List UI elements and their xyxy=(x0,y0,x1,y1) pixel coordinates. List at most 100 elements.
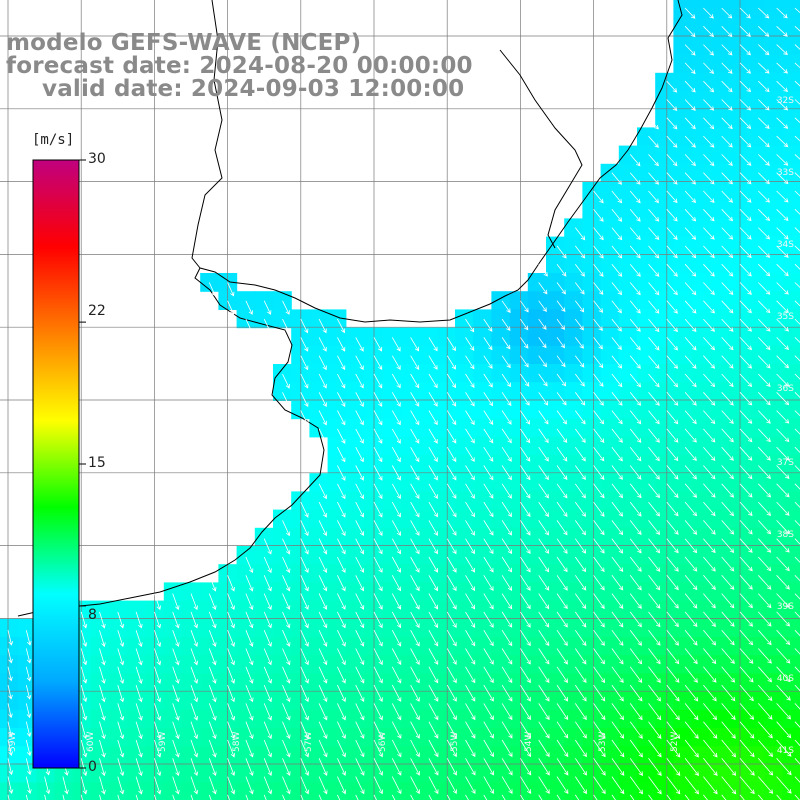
wind-arrow xyxy=(776,428,790,443)
wind-arrow xyxy=(520,428,531,444)
wind-arrow xyxy=(703,648,717,665)
wind-cell xyxy=(764,473,784,492)
wind-arrow xyxy=(611,355,623,369)
wind-arrow xyxy=(574,629,587,647)
wind-vectors xyxy=(7,7,800,800)
wind-arrow xyxy=(721,611,735,627)
wind-arrow xyxy=(465,721,476,739)
wind-arrow xyxy=(428,337,438,352)
wind-cell xyxy=(600,309,620,329)
wind-cell xyxy=(637,709,656,729)
wind-arrow xyxy=(794,611,800,618)
wind-arrow xyxy=(410,410,420,426)
wind-cell xyxy=(618,182,638,201)
wind-cell xyxy=(782,546,800,565)
wind-arrow xyxy=(556,776,569,794)
wind-arrow xyxy=(758,538,772,553)
wind-arrow xyxy=(318,483,328,500)
wind-cell xyxy=(728,91,747,110)
wind-cell xyxy=(109,600,128,620)
wind-cell xyxy=(746,400,765,420)
wind-cell xyxy=(509,473,529,492)
wind-arrow xyxy=(556,263,567,277)
wind-arrow xyxy=(80,739,88,758)
wind-cell xyxy=(145,655,165,674)
wind-cell xyxy=(746,436,765,456)
wind-arrow xyxy=(355,556,365,573)
wind-arrow xyxy=(501,337,511,350)
wind-arrow xyxy=(758,227,771,240)
wind-arrow xyxy=(446,501,457,518)
wind-arrow xyxy=(99,776,106,795)
wind-arrow xyxy=(355,666,365,684)
wind-arrow xyxy=(574,648,587,665)
wind-arrow xyxy=(776,483,790,498)
wind-arrow xyxy=(337,465,346,481)
wind-cell xyxy=(782,200,800,219)
wind-arrow xyxy=(684,62,696,75)
wind-cell xyxy=(455,637,474,656)
wind-arrow xyxy=(556,556,568,573)
wind-cell xyxy=(527,546,547,565)
wind-arrow xyxy=(739,263,752,277)
wind-arrow xyxy=(135,684,143,703)
wind-cell xyxy=(782,509,800,529)
wind-cell xyxy=(564,254,583,274)
wind-cell xyxy=(600,200,620,219)
wind-cell xyxy=(618,200,638,219)
wind-cell xyxy=(618,564,638,583)
wind-arrow xyxy=(666,739,681,758)
wind-arrow xyxy=(629,209,641,222)
wind-cell xyxy=(455,473,474,492)
wind-cell xyxy=(491,436,511,456)
wind-arrow xyxy=(428,428,438,444)
wind-cell xyxy=(673,673,693,693)
wind-arrow xyxy=(465,501,475,518)
valid-date: valid date: 2024-09-03 12:00:00 xyxy=(42,76,465,102)
wind-cell xyxy=(618,709,638,729)
wind-arrow xyxy=(337,392,346,408)
wind-cell xyxy=(236,764,256,784)
wind-cell xyxy=(782,746,800,765)
wind-arrow xyxy=(300,703,309,721)
wind-arrow xyxy=(501,666,513,684)
wind-arrow xyxy=(465,776,476,794)
wind-cell xyxy=(728,564,747,583)
wind-arrow xyxy=(373,447,383,463)
wind-arrow xyxy=(410,703,420,721)
wind-arrow xyxy=(666,666,680,683)
wind-arrow xyxy=(666,758,681,777)
wind-cell xyxy=(527,782,547,800)
wind-arrow xyxy=(556,758,569,776)
wind-cell xyxy=(728,36,747,56)
wind-arrow xyxy=(684,245,697,259)
wind-arrow xyxy=(227,684,235,703)
wind-cell xyxy=(236,546,256,565)
wind-cell xyxy=(491,782,511,800)
wind-cell xyxy=(527,436,547,456)
wind-arrow xyxy=(776,666,791,683)
wind-arrow xyxy=(794,318,800,325)
colorbar xyxy=(32,159,86,769)
wind-arrow xyxy=(282,611,291,629)
wind-arrow xyxy=(80,611,88,629)
wind-arrow xyxy=(629,794,635,800)
wind-arrow xyxy=(611,300,622,314)
wind-cell xyxy=(345,546,365,565)
wind-cell xyxy=(655,782,674,800)
wind-cell xyxy=(600,254,620,274)
wind-cell xyxy=(564,600,583,620)
wind-arrow xyxy=(538,446,549,462)
wind-cell xyxy=(491,291,511,310)
wind-arrow xyxy=(282,739,291,758)
wind-arrow xyxy=(373,575,383,592)
wind-cell xyxy=(600,600,620,620)
wind-cell xyxy=(127,728,147,747)
wind-arrow xyxy=(391,575,402,592)
wind-arrow xyxy=(611,794,616,800)
wind-cell xyxy=(382,691,401,711)
wind-arrow xyxy=(703,483,716,498)
wind-arrow xyxy=(99,630,106,648)
wind-cell xyxy=(309,618,329,638)
wind-arrow xyxy=(666,648,680,665)
